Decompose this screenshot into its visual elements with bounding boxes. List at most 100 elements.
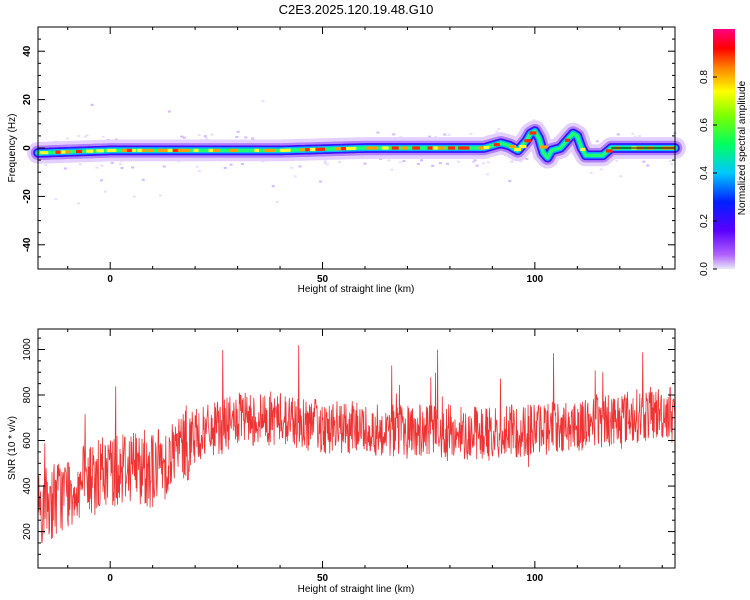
spectrogram-peak-cell — [351, 146, 357, 150]
spectrogram-noise-cell — [599, 168, 603, 171]
spectrogram-peak-cell — [65, 150, 71, 154]
spectrogram-noise-cell — [497, 128, 501, 131]
colorbar-axis: 0.0 0.2 0.4 0.6 0.8 — [699, 70, 717, 276]
spectrogram-peak-cell — [131, 148, 137, 153]
spectrogram-peak-cell — [463, 146, 470, 150]
spectrogram-peak-cell — [371, 146, 378, 150]
spectrogram-noise-cell — [298, 165, 302, 168]
spectrogram-peak-cell — [162, 148, 170, 153]
spectrogram-noise-cell — [428, 135, 432, 138]
spectrogram-noise-cell — [402, 160, 406, 163]
spectrogram-noise-cell — [293, 175, 297, 178]
spectrogram-peak-cell — [519, 144, 527, 149]
colorbar-label: Normalized spectral amplitude — [737, 80, 748, 215]
spectrogram-ytick-label: -20 — [22, 189, 33, 204]
spectrogram-noise-cell — [616, 133, 620, 136]
spectrogram-xtick-label: 100 — [527, 274, 544, 285]
spectrogram-noise-cell — [76, 202, 80, 205]
spectrogram-noise-cell — [241, 163, 245, 166]
spectrogram-peak-cell — [55, 150, 62, 154]
spectrogram-noise-cell — [44, 163, 48, 166]
spectrogram-noise-cell — [319, 180, 323, 183]
spectrogram-ytick-label: 20 — [22, 94, 33, 106]
spectrogram-noise-cell — [390, 168, 394, 171]
snr-xtick-label: 100 — [527, 573, 544, 584]
spectrogram-peak-cell — [106, 148, 113, 153]
spectrogram-noise-cell — [120, 167, 124, 170]
spectrogram-noise-cell — [392, 133, 396, 136]
spectrogram-noise-cell — [446, 162, 450, 165]
spectrogram-peak-cell — [60, 150, 66, 154]
spectrogram-noise-cell — [271, 185, 275, 188]
spectrogram-ytick-label: -40 — [22, 237, 33, 252]
colorbar-tick-label: 0.2 — [699, 214, 710, 228]
spectrogram-peak-cell — [228, 148, 236, 153]
snr-ytick-label: 1000 — [22, 338, 33, 361]
spectrogram-noise-cell — [236, 130, 240, 133]
spectrogram-noise-cell — [141, 178, 145, 181]
spectrogram-noise-cell — [338, 161, 342, 164]
spectrogram-peak-cell — [493, 143, 500, 147]
spectrogram-peak-cell — [137, 148, 145, 153]
spectrogram-noise-cell — [633, 135, 637, 138]
spectrogram-noise-cell — [197, 133, 201, 136]
spectrogram-peak-cell — [305, 148, 310, 152]
spectrogram-noise-cell — [110, 161, 114, 164]
colorbar-tick-label: 0.4 — [699, 166, 710, 180]
spectrogram-noise-cell — [162, 165, 166, 168]
spectrogram-peak-cell — [177, 148, 184, 153]
spectrogram-ylabel: Frequency (Hz) — [7, 114, 18, 183]
snr-chart: 0 50 100 200 400 600 800 1000 Height of straigh… — [7, 328, 676, 595]
spectrogram-noise-cell — [595, 140, 599, 143]
spectrogram-peak-cell — [96, 149, 105, 153]
spectrogram-noise-cell — [132, 195, 136, 198]
spectrogram-noise-cell — [398, 161, 402, 164]
spectrogram-peak-cell — [279, 148, 286, 152]
spectrogram-noise-cell — [475, 164, 479, 167]
spectrogram-noise-cell — [95, 166, 99, 169]
spectrogram-ytick-label: 40 — [22, 45, 33, 57]
spectrogram-peak-cell — [142, 148, 147, 153]
spectrogram-noise-cell — [420, 159, 424, 162]
spectrogram-peak-cell — [580, 147, 586, 152]
spectrogram-noise-cell — [101, 135, 105, 138]
spectrogram-peak-cell — [447, 146, 456, 150]
spectrogram-noise-cell — [495, 130, 499, 133]
spectrogram-noise-cell — [638, 134, 642, 137]
spectrogram-noise-cell — [447, 133, 451, 136]
spectrogram-peak-cell — [75, 149, 83, 154]
spectrogram-noise-cell — [244, 136, 248, 139]
spectrogram-noise-cell — [78, 163, 82, 166]
spectrogram-peak-cell — [121, 148, 130, 153]
spectrogram-peak-cell — [86, 149, 94, 153]
snr-ylabel: SNR (10 * v/v) — [7, 416, 18, 480]
spectrogram-peak-cell — [483, 145, 490, 150]
snr-xlabel: Height of straight line (km) — [298, 584, 415, 595]
spectrogram-xtick-label: 0 — [107, 274, 113, 285]
spectrogram-peak-cell — [147, 148, 154, 153]
snr-axes: 0 50 100 200 400 600 800 1000 — [22, 329, 675, 584]
colorbar-tick-label: 0.8 — [699, 70, 710, 84]
spectrogram-heatmap — [27, 100, 686, 205]
spectrogram-peak-cell — [284, 148, 291, 152]
spectrogram-peak-cell — [157, 148, 164, 153]
spectrogram-peak-cell — [402, 146, 408, 150]
snr-ytick-label: 200 — [22, 523, 33, 540]
spectrogram-peak-cell — [315, 147, 321, 151]
spectrogram-peak-cell — [458, 146, 464, 150]
spectrogram-noise-cell — [482, 162, 486, 165]
spectrogram-noise-cell — [668, 160, 672, 163]
spectrogram-peak-cell — [300, 148, 305, 152]
spectrogram-noise-cell — [100, 164, 104, 167]
spectrogram-peak-cell — [167, 148, 173, 153]
spectrogram-noise-cell — [519, 160, 523, 163]
spectrogram-axes: 0 50 100 -40 -20 0 20 40 — [22, 27, 675, 285]
spectrogram-peak-cell — [213, 148, 220, 153]
spectrogram-noise-cell — [131, 166, 135, 169]
spectrogram-noise-cell — [387, 159, 391, 162]
spectrogram-noise-cell — [399, 136, 403, 139]
spectrogram-noise-cell — [525, 157, 529, 160]
spectrogram-noise-cell — [195, 165, 199, 168]
spectrogram-peak-cell — [412, 146, 421, 150]
spectrogram-noise-cell — [197, 170, 201, 173]
